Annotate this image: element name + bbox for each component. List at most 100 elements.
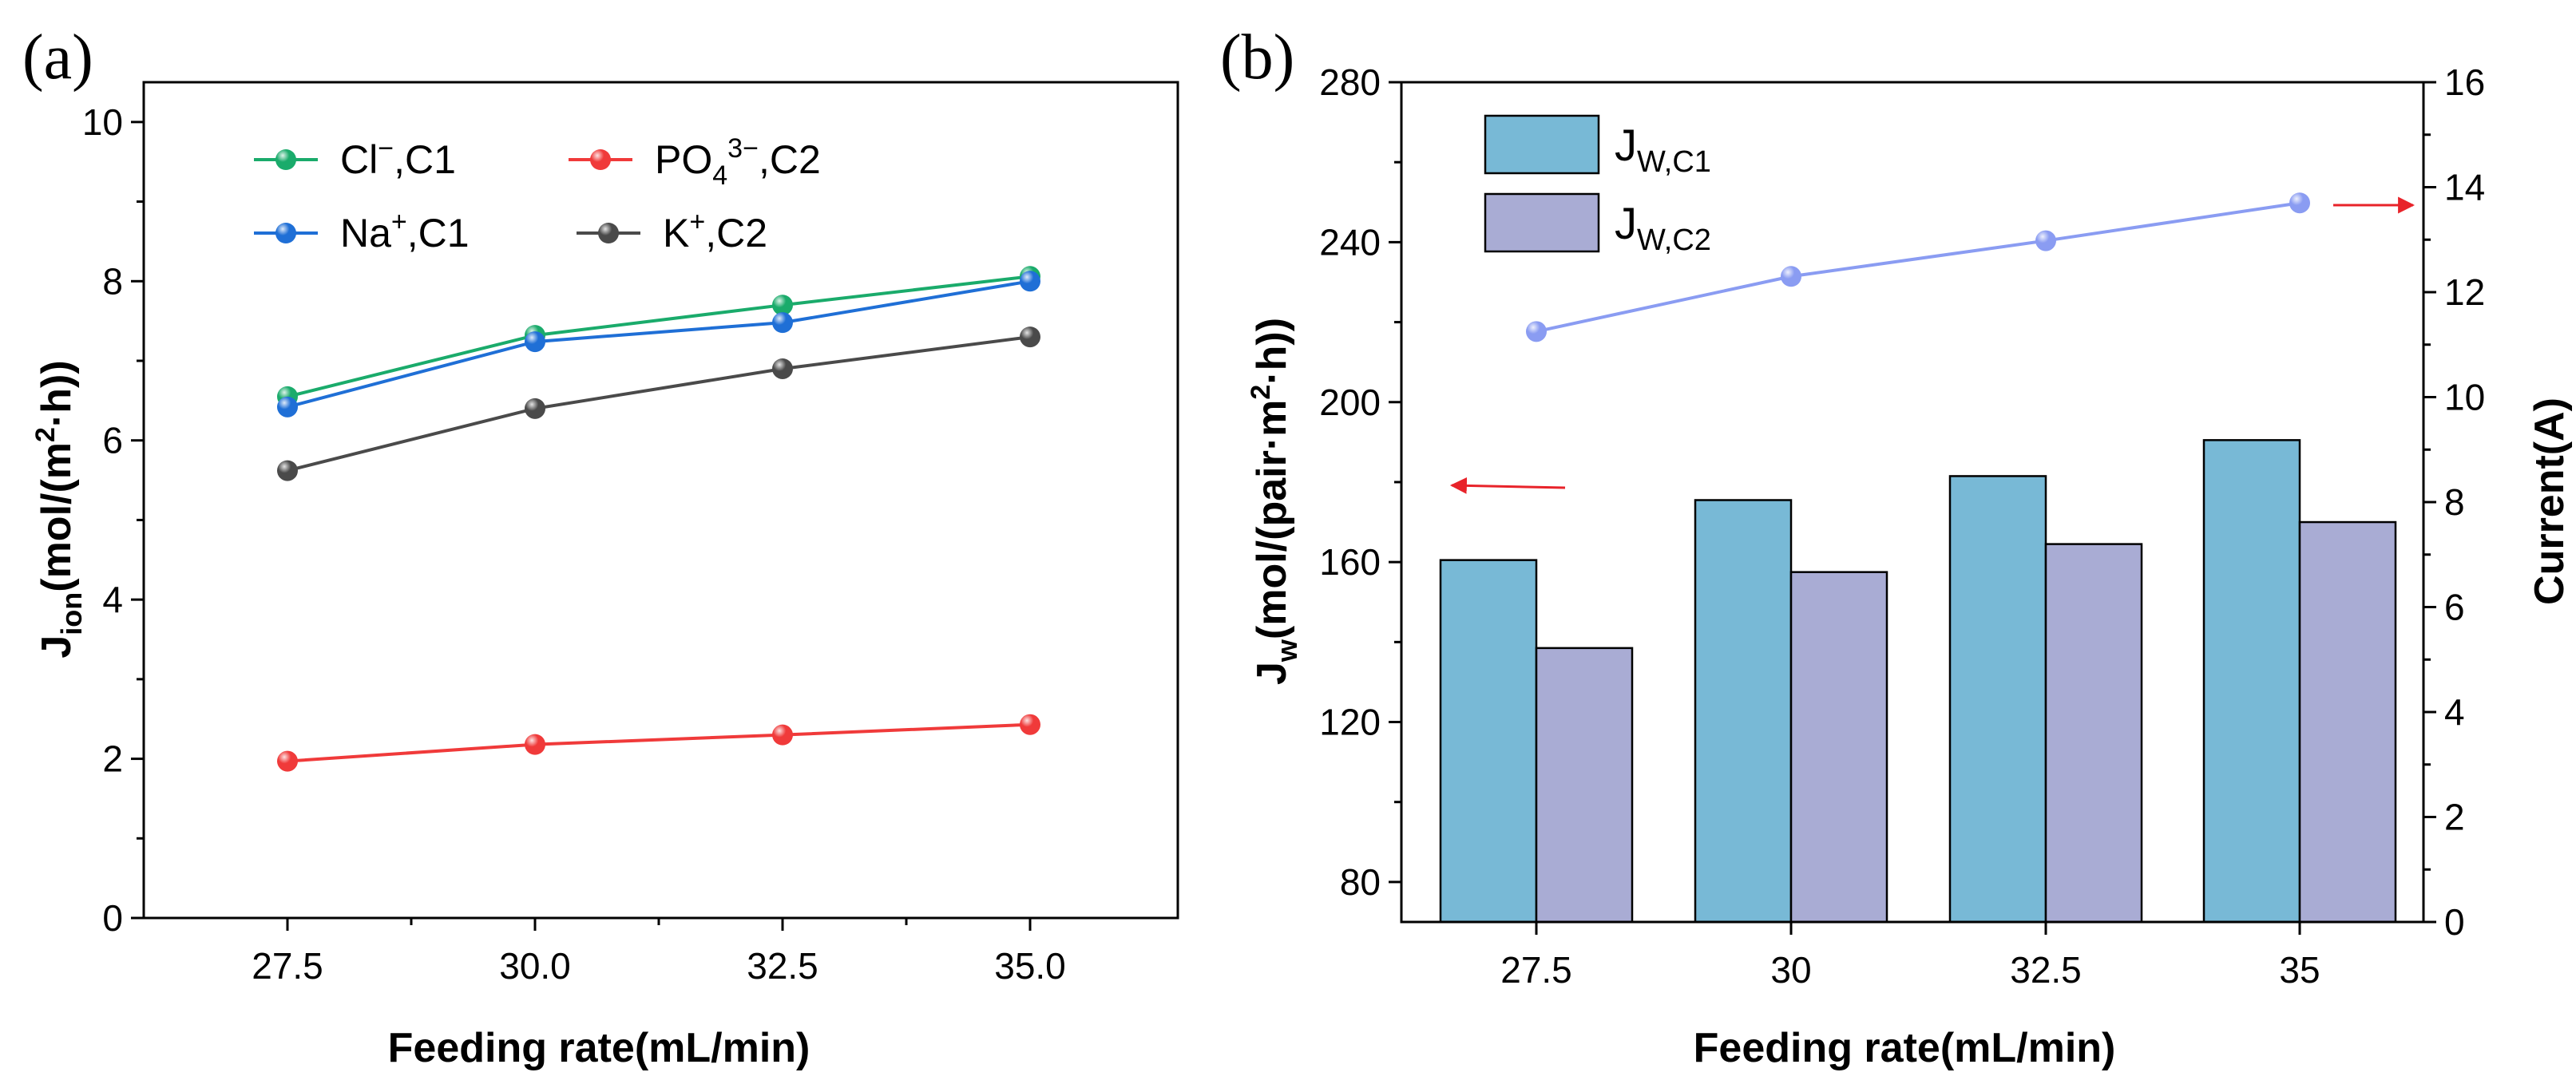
panel-a-x-axis-title: Feeding rate(mL/min) bbox=[388, 1025, 810, 1071]
b-current-point-2-shine bbox=[2035, 230, 2056, 251]
a-point-3-0 bbox=[277, 460, 298, 481]
b-xtick-label-2: 32.5 bbox=[2010, 949, 2082, 991]
a-legend-label-0: Cl−,C1 bbox=[340, 133, 456, 182]
a-point-0-2 bbox=[772, 295, 793, 316]
a-ytick-label-1: 2 bbox=[102, 738, 123, 780]
a-point-2-3-shine bbox=[1020, 271, 1040, 292]
b-y2tick-label-6: 12 bbox=[2444, 271, 2485, 313]
b-ytick-label-3: 200 bbox=[1319, 382, 1381, 423]
panel-a-y-axis: 0 2 4 6 8 10 bbox=[82, 101, 144, 939]
a-point-3-0-shine bbox=[277, 460, 298, 481]
a-legend-marker-0 bbox=[275, 149, 296, 170]
a-point-2-2-shine bbox=[772, 312, 793, 334]
b-y2tick-label-0: 0 bbox=[2444, 901, 2465, 943]
a-series-line-3 bbox=[287, 335, 1031, 473]
b-xtick-label-0: 27.5 bbox=[1500, 949, 1572, 991]
a-legend-marker-0-shine bbox=[275, 149, 296, 170]
a-legend-label-2: Na+,C1 bbox=[340, 207, 470, 255]
panel-a-series bbox=[277, 266, 1040, 772]
a-legend-marker-3 bbox=[598, 223, 619, 243]
a-series-line-0 bbox=[287, 275, 1031, 398]
a-point-3-3-shine bbox=[1020, 326, 1040, 348]
a-legend-label-sup-3: + bbox=[689, 207, 705, 237]
b-legend-label-base-1: J bbox=[1615, 198, 1637, 248]
panel-a-plot-frame bbox=[142, 81, 1179, 920]
a-legend-label-base-3: K bbox=[663, 211, 689, 255]
panel-b-right-y-axis-title: Current(A) bbox=[2526, 398, 2573, 605]
b-current-point-1-shine bbox=[1781, 266, 1801, 287]
b-y2tick-label-7: 14 bbox=[2444, 167, 2485, 208]
a-ytick-label-2: 4 bbox=[102, 579, 123, 620]
a-point-1-3 bbox=[1020, 714, 1040, 735]
b-xtick-label-3: 35 bbox=[2279, 949, 2320, 991]
a-point-1-2 bbox=[772, 724, 793, 746]
a-ytick-label-3: 6 bbox=[102, 420, 123, 461]
b-bar-1-0 bbox=[1535, 647, 1634, 924]
b-ytick-label-5: 280 bbox=[1319, 61, 1381, 103]
a-point-2-2 bbox=[772, 312, 793, 334]
b-current-point-3-shine bbox=[2289, 192, 2310, 214]
b-current-point-2 bbox=[2035, 230, 2056, 251]
a-point-1-3-shine bbox=[1020, 714, 1040, 735]
b-bar-0-2 bbox=[1948, 475, 2047, 924]
a-legend-label-base-1: PO bbox=[655, 137, 712, 182]
a-point-3-1 bbox=[525, 398, 545, 419]
a-legend-marker-3-shine bbox=[598, 223, 619, 243]
b-current-point-0-shine bbox=[1526, 321, 1547, 342]
panel-a-x-axis: 27.5 30.0 32.5 35.0 bbox=[252, 918, 1066, 987]
panel-b-right-y-axis: 0 2 4 6 8 10 12 14 16 bbox=[2423, 61, 2485, 943]
panel-a-y-axis-title: Jion(mol/(m2·h)) bbox=[30, 360, 88, 658]
b-y2tick-label-4: 8 bbox=[2444, 481, 2465, 523]
b-legend-label-sub-0: W,C1 bbox=[1637, 145, 1711, 179]
panel-a-label: (a) bbox=[22, 22, 93, 93]
b-y2tick-label-3: 6 bbox=[2444, 587, 2465, 628]
a-legend-label-1: PO43−,C2 bbox=[655, 133, 821, 191]
a-point-2-3 bbox=[1020, 271, 1040, 292]
a-legend-label-tail-1: ,C2 bbox=[759, 137, 821, 182]
b-ytick-label-4: 240 bbox=[1319, 221, 1381, 263]
b-bar-0-3 bbox=[2202, 439, 2301, 924]
a-point-2-1 bbox=[525, 331, 545, 353]
b-current-point-0 bbox=[1526, 321, 1547, 342]
b-ytick-label-1: 120 bbox=[1319, 702, 1381, 743]
b-current-line bbox=[1536, 201, 2301, 334]
b-y2tick-label-2: 4 bbox=[2444, 691, 2465, 733]
b-y2tick-label-5: 10 bbox=[2444, 377, 2485, 418]
a-point-1-2-shine bbox=[772, 724, 793, 746]
a-point-3-1-shine bbox=[525, 398, 545, 419]
a-legend-label-tail-0: ,C1 bbox=[394, 137, 456, 182]
panel-b-chart: (b) 80 120 160 200 240 280 0 2 4 6 8 10 12 14 16 27.5… bbox=[1220, 22, 2573, 1071]
panel-b-x-axis-title: Feeding rate(mL/min) bbox=[1694, 1025, 2116, 1071]
panel-b-left-y-axis: 80 120 160 200 240 280 bbox=[1319, 61, 1401, 903]
a-ytick-label-5: 10 bbox=[82, 101, 123, 143]
b-current-point-1 bbox=[1781, 266, 1801, 287]
a-point-1-1-shine bbox=[525, 734, 545, 755]
b-bar-0-0 bbox=[1439, 559, 1538, 924]
panel-b-y-axis-title: Jw(mol/(pair·m2·h)) bbox=[1246, 318, 1303, 685]
a-xtick-label-1: 30.0 bbox=[499, 945, 571, 987]
a-legend-label-sup-2: + bbox=[391, 207, 407, 237]
a-legend-marker-1-shine bbox=[590, 149, 611, 170]
b-bar-1-1 bbox=[1789, 571, 1888, 924]
panel-a-chart: (a) 0 2 4 6 8 10 27.5 30.0 32.5 35.0 Feeding rat… bbox=[22, 22, 1179, 1071]
b-legend-label-0: JW,C1 bbox=[1615, 120, 1711, 179]
a-legend-marker-1 bbox=[590, 149, 611, 170]
a-point-1-0-shine bbox=[277, 750, 298, 772]
a-legend-label-sup-1: 3− bbox=[727, 133, 759, 164]
a-legend-label-sup-0: − bbox=[378, 133, 394, 164]
a-legend-marker-2 bbox=[275, 223, 296, 243]
b-legend-label-sub-1: W,C2 bbox=[1637, 224, 1711, 257]
a-point-1-0 bbox=[277, 750, 298, 772]
a-legend-label-base-0: Cl bbox=[340, 137, 378, 182]
a-legend-label-base-2: Na bbox=[340, 211, 391, 255]
panel-b-label: (b) bbox=[1220, 22, 1294, 93]
a-point-2-0 bbox=[277, 396, 298, 417]
a-legend-label-3: K+,C2 bbox=[663, 207, 767, 255]
b-arrow-left bbox=[1449, 477, 1566, 494]
a-point-0-2-shine bbox=[772, 295, 793, 316]
b-legend-label-1: JW,C2 bbox=[1615, 198, 1711, 257]
a-xtick-label-3: 35.0 bbox=[994, 945, 1066, 987]
b-bar-1-2 bbox=[2044, 543, 2143, 924]
a-point-2-1-shine bbox=[525, 331, 545, 353]
